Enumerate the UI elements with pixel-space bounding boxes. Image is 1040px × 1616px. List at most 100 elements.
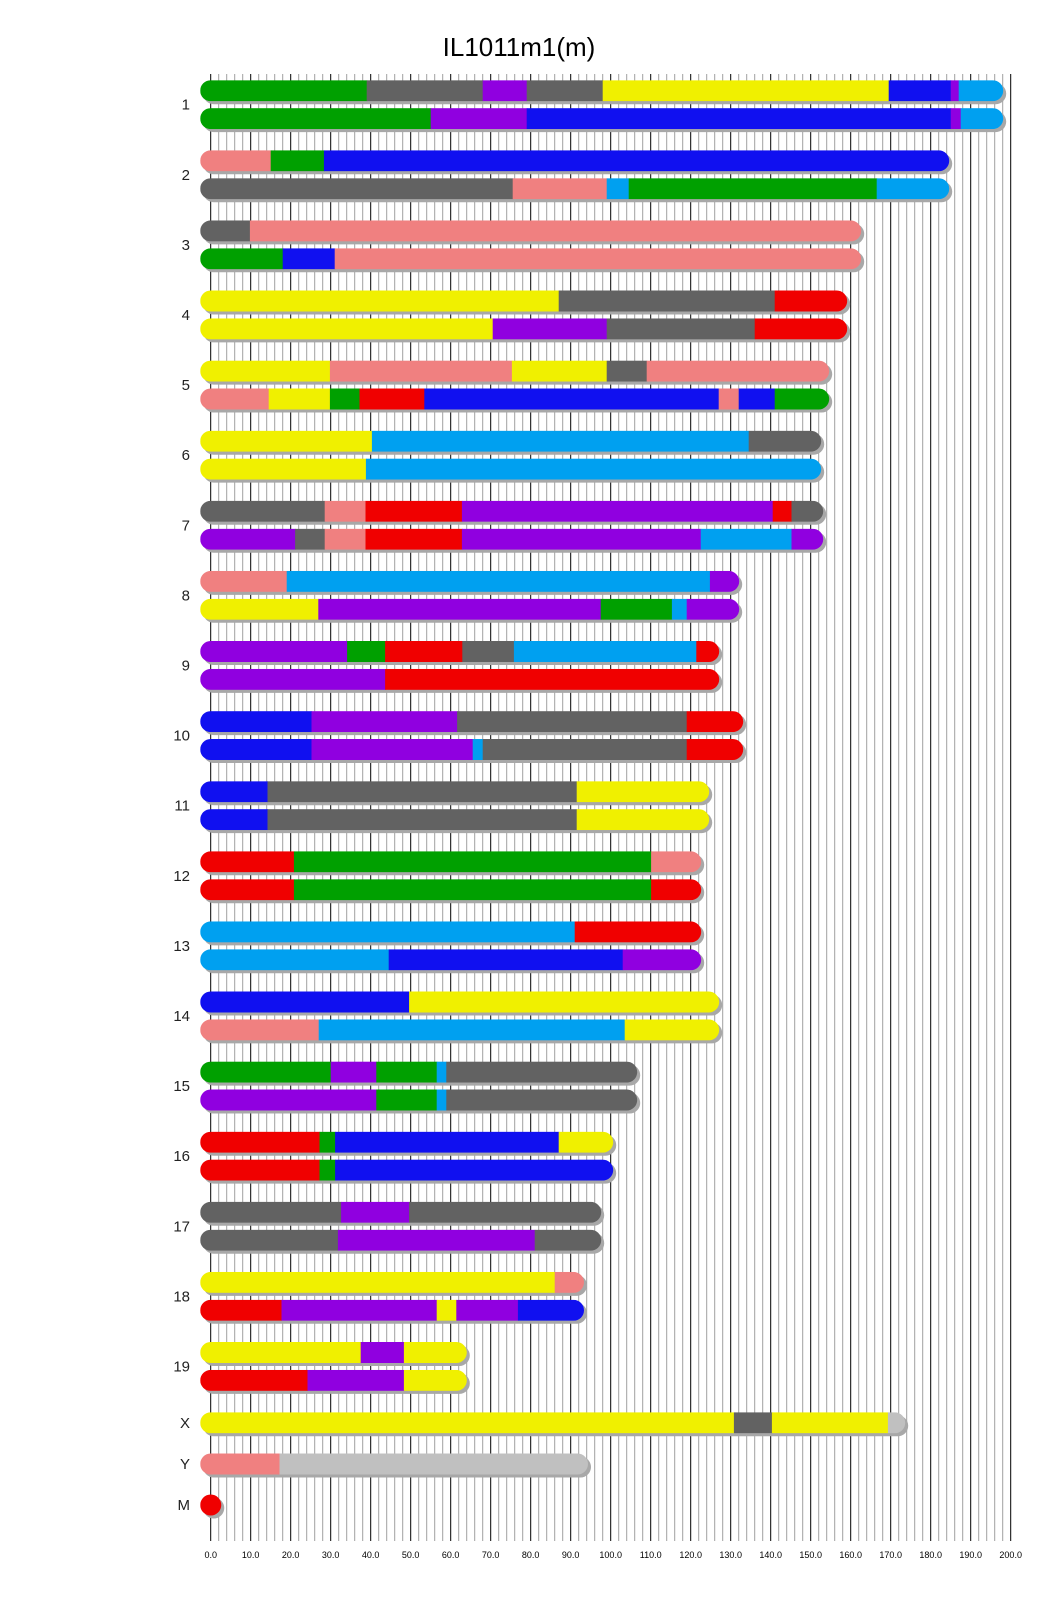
segment-P [622, 949, 702, 971]
haplotype-track [200, 80, 1004, 102]
segment-G [774, 388, 830, 410]
chromosome-5: 5 [182, 360, 833, 413]
segment-S [200, 150, 272, 172]
segment-R [385, 641, 463, 662]
segment-P [360, 1342, 405, 1363]
chromosome-label: 18 [173, 1288, 190, 1305]
segment-R [696, 641, 720, 662]
segment-Y [200, 318, 494, 340]
segment-Y [200, 458, 367, 480]
chromosome-15: 15 [173, 1061, 641, 1114]
x-tick-label: 90.0 [562, 1550, 580, 1560]
segment-P [307, 1369, 405, 1391]
x-tick-label: 120.0 [679, 1550, 702, 1560]
segment-P [341, 1201, 410, 1223]
x-tick-label: 60.0 [442, 1550, 460, 1560]
haplotype-track [200, 1494, 222, 1516]
segment-P [492, 318, 608, 340]
haplotype-track [200, 1342, 467, 1363]
segment-S [200, 388, 270, 410]
haplotype-track [200, 220, 862, 242]
segment-B [424, 388, 720, 410]
segment-Y [409, 991, 720, 1013]
chromosome-18: 18 [173, 1271, 587, 1324]
segment-P [686, 598, 740, 620]
chromosome-label: Y [180, 1456, 190, 1473]
segment-K [526, 80, 604, 102]
x-tick-label: 100.0 [599, 1550, 622, 1560]
chromosome-14: 14 [173, 991, 723, 1044]
haplotype-track [200, 1061, 638, 1083]
segment-S [324, 500, 367, 522]
chromosome-label: 15 [173, 1078, 190, 1095]
segment-K [748, 430, 822, 452]
segment-P [311, 711, 458, 733]
segment-K [267, 809, 578, 831]
segment-L [286, 570, 711, 592]
segment-S [329, 360, 513, 382]
segment-L [671, 598, 688, 620]
x-tick-label: 150.0 [799, 1550, 822, 1560]
segment-Y [403, 1369, 467, 1391]
segment-K [791, 500, 824, 522]
segment-Y [403, 1342, 467, 1363]
segment-Y [200, 360, 331, 382]
segment-S [200, 1019, 320, 1041]
haplotype-track [200, 809, 710, 831]
segment-K [200, 1201, 342, 1223]
segment-L [200, 949, 390, 971]
x-tick-label: 70.0 [482, 1550, 500, 1560]
segment-Y [200, 598, 319, 620]
segment-G [628, 178, 878, 200]
haplotype-track [200, 711, 744, 733]
chromosome-label: 2 [182, 167, 190, 184]
haplotype-track [200, 879, 702, 901]
haplotype-track [200, 528, 824, 550]
haplotype-track [200, 641, 720, 662]
segment-B [200, 739, 313, 760]
segment-Y [200, 1412, 735, 1434]
segment-R [200, 851, 295, 873]
x-tick-label: 190.0 [959, 1550, 982, 1560]
segment-L [960, 108, 1004, 130]
chromosome-label: 3 [182, 237, 190, 254]
segment-R [774, 290, 848, 312]
segment-K [446, 1089, 638, 1111]
segment-P [461, 500, 774, 522]
chromosome-3: 3 [182, 220, 865, 273]
chromosome-label: X [180, 1415, 190, 1432]
haplotype-track [200, 318, 848, 340]
haplotype-track [200, 1201, 602, 1223]
segment-P [456, 1299, 519, 1321]
haplotype-track [200, 1299, 584, 1321]
haplotype-track [200, 1159, 614, 1181]
segment-G [329, 388, 361, 410]
segment-P [791, 528, 824, 550]
segment-Y [576, 809, 710, 831]
segment-K [366, 80, 484, 102]
x-tick-label: 20.0 [282, 1550, 300, 1560]
segment-P [318, 598, 602, 620]
chromosome-label: 9 [182, 657, 190, 674]
segment-Y [268, 388, 331, 410]
segment-R [574, 921, 702, 943]
chromosome-label: 5 [182, 377, 190, 394]
segment-L [606, 178, 630, 200]
chromosome-label: 14 [173, 1008, 190, 1025]
chromosome-8: 8 [182, 570, 743, 623]
segment-R [200, 1159, 321, 1181]
chromosome-label: 11 [174, 798, 190, 815]
segment-P [482, 80, 528, 102]
segment-B [888, 80, 952, 102]
segment-G [200, 248, 284, 270]
segment-G [319, 1159, 336, 1181]
segment-K [446, 1061, 638, 1083]
segment-K [534, 1229, 602, 1251]
segment-B [738, 388, 776, 410]
segment-S [324, 528, 367, 550]
segment-P [461, 528, 702, 550]
segment-P [281, 1299, 438, 1321]
segment-R [365, 500, 463, 522]
segment-G [293, 879, 652, 901]
